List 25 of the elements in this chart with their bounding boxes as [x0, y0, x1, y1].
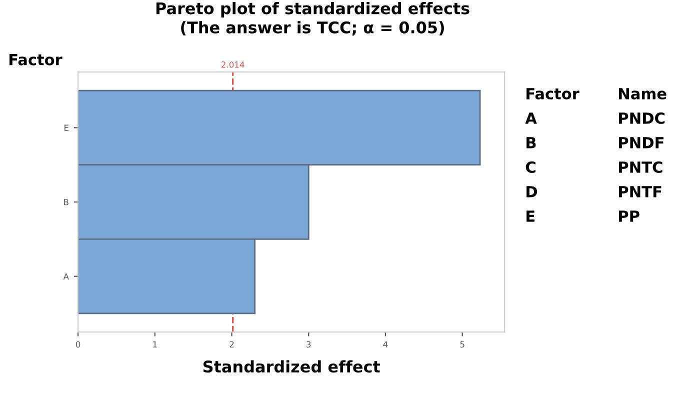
y-tick-label: A — [63, 273, 69, 280]
text: D — [526, 186, 538, 198]
x-tick-label: 0 — [76, 341, 80, 348]
text: PNDF — [619, 137, 664, 148]
y-tick-label: B — [64, 199, 68, 206]
text: A — [525, 112, 537, 124]
x-tick-label: 2 — [230, 341, 234, 348]
ref-line-label: 2.014 — [222, 61, 244, 68]
text: PNTC — [619, 161, 662, 173]
text: PNTF — [619, 186, 662, 198]
x-tick-label: 4 — [383, 341, 388, 348]
text: B — [526, 137, 536, 148]
text: PNDC — [619, 112, 665, 124]
y-axis-title: Factor — [10, 54, 62, 66]
text: PP — [619, 210, 640, 222]
text: E — [526, 210, 534, 222]
x-tick-label: 5 — [460, 341, 464, 348]
x-tick-label: 1 — [153, 341, 157, 348]
chart-title: Pareto plot of standardized effects (The answer is TCC; α = 0.05) — [156, 2, 470, 36]
x-axis-title: Standardized effect — [203, 360, 380, 373]
text: Factor — [526, 88, 580, 100]
y-tick-label: E — [64, 124, 68, 131]
text: C — [526, 161, 536, 173]
text: Name — [619, 88, 666, 100]
x-tick-label: 3 — [306, 341, 311, 348]
